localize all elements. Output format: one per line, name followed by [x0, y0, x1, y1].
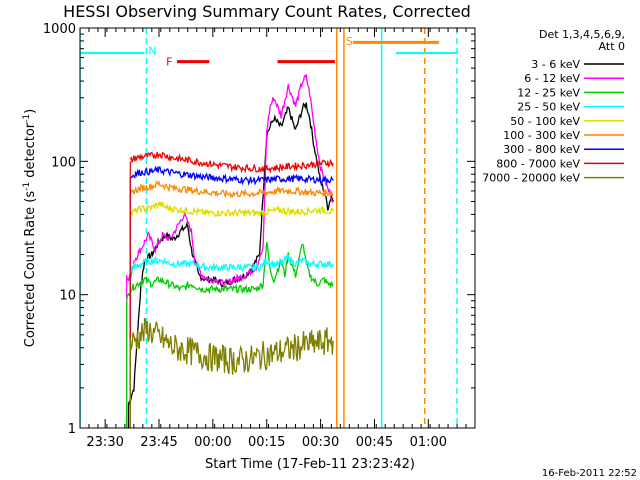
y-axis-label: Corrected Count Rate (s-1 detector-1)	[22, 109, 38, 347]
y-axis: 1 10 100 1000	[43, 22, 475, 437]
series-line	[126, 74, 334, 289]
flag-bars: NF S	[80, 35, 458, 69]
x-axis-label: Start Time (17-Feb-11 23:23:42)	[205, 457, 415, 472]
x-tick-label: 01:00	[410, 435, 447, 450]
series-line	[130, 254, 334, 275]
y-tick-label: 1	[68, 422, 76, 437]
plot-frame	[79, 27, 476, 429]
x-tick-label: 00:45	[356, 435, 393, 450]
chart-title: HESSI Observing Summary Count Rates, Cor…	[63, 2, 471, 21]
x-tick-label: 00:00	[194, 435, 231, 450]
flag-label: N	[148, 44, 156, 57]
x-tick-label: 00:30	[302, 435, 339, 450]
series-line	[129, 317, 334, 375]
x-tick-label: 23:45	[140, 435, 177, 450]
legend-entry: 50 - 100 keV	[510, 115, 580, 128]
x-tick-label: 00:15	[248, 435, 285, 450]
footer-date: 16-Feb-2011 22:52	[542, 468, 637, 479]
legend-entry: 7000 - 20000 keV	[482, 172, 580, 185]
legend-entry: 6 - 12 keV	[524, 72, 580, 85]
legend-entry: 25 - 50 keV	[517, 101, 580, 114]
attenuator-markers	[80, 28, 458, 428]
x-axis: 23:30 23:45 00:00 00:15 00:30 00:45 01:00	[79, 28, 476, 450]
series-line	[126, 241, 334, 300]
legend-entry: 12 - 25 keV	[517, 86, 580, 99]
legend-entry: 100 - 300 keV	[503, 129, 580, 142]
series-line	[127, 102, 334, 405]
series-line	[129, 179, 334, 199]
legend-entry: 300 - 800 keV	[503, 143, 580, 156]
x-tick-label: 23:30	[86, 435, 123, 450]
flag-label: S	[346, 35, 353, 48]
y-tick-label: 10	[59, 289, 76, 304]
series-line	[129, 165, 334, 187]
legend-entry: 800 - 7000 keV	[496, 157, 580, 170]
flag-label: F	[166, 56, 172, 69]
legend-header: Det 1,3,4,5,6,9,	[539, 28, 625, 41]
legend-entry: 3 - 6 keV	[531, 58, 580, 71]
series-layer	[126, 74, 334, 428]
legend-header: Att 0	[599, 40, 625, 53]
series-line	[129, 200, 334, 218]
y-tick-label: 1000	[43, 22, 76, 37]
series-line	[129, 151, 334, 174]
y-tick-label: 100	[51, 155, 76, 170]
